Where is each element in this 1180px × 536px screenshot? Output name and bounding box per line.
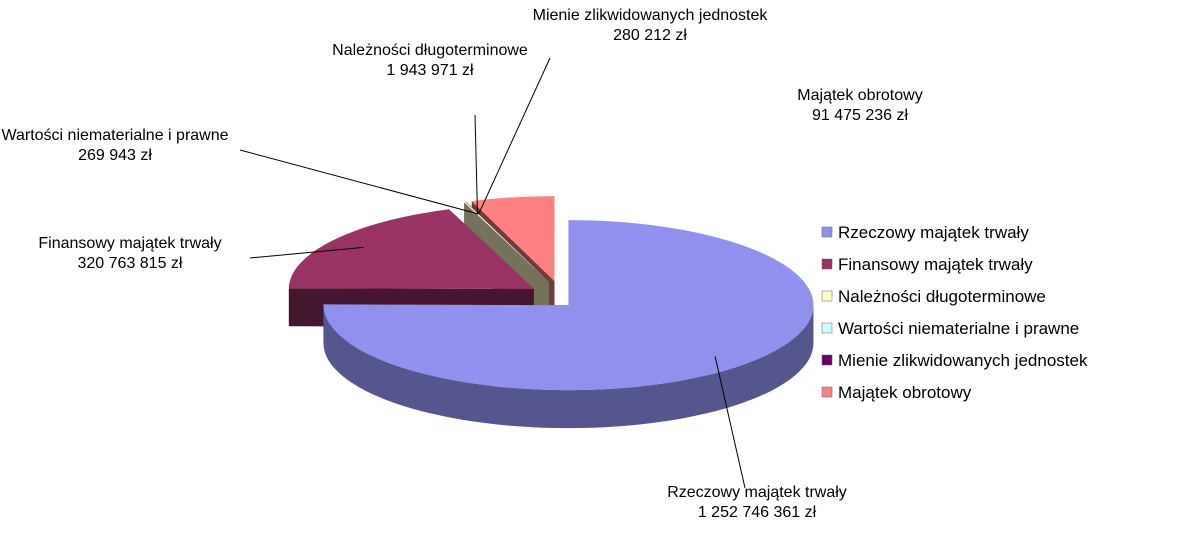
leader-line <box>474 114 479 215</box>
label-name: Należności długoterminowe <box>332 42 528 59</box>
legend-swatch <box>821 258 833 270</box>
leader-line <box>239 149 479 215</box>
slice <box>465 201 550 282</box>
data-label: Finansowy majątek trwały 320 763 815 zł <box>38 235 221 272</box>
data-label: Rzeczowy majątek trwały 1 252 746 361 zł <box>667 484 847 521</box>
label-name: Majątek obrotowy <box>797 87 922 104</box>
legend-label: Należności długoterminowe <box>838 287 1046 306</box>
leader-line <box>714 356 746 489</box>
slice <box>471 196 555 282</box>
slice <box>288 209 534 289</box>
slice <box>466 201 550 282</box>
label-value: 1 252 746 361 zł <box>698 504 817 521</box>
legend-label: Finansowy majątek trwały <box>838 255 1033 274</box>
leader-line <box>478 57 551 215</box>
slice <box>464 202 550 282</box>
legend-label: Wartości niematerialne i prawne <box>838 319 1079 338</box>
slice-wall <box>323 305 814 429</box>
label-value: 269 943 zł <box>78 147 152 164</box>
label-name: Finansowy majątek trwały <box>38 235 221 252</box>
label-value: 280 212 zł <box>613 27 687 44</box>
data-label: Należności długoterminowe 1 943 971 zł <box>332 42 528 79</box>
label-value: 91 475 236 zł <box>812 107 909 124</box>
label-value: 320 763 815 zł <box>78 255 183 272</box>
legend-swatch <box>821 386 833 398</box>
legend-swatch <box>821 354 833 366</box>
legend-label: Majątek obrotowy <box>838 383 972 402</box>
slice <box>323 220 814 391</box>
legend-label: Rzeczowy majątek trwały <box>838 223 1029 242</box>
data-label: Wartości niematerialne i prawne 269 943 z… <box>1 127 228 164</box>
leader-line <box>249 246 364 259</box>
label-name: Mienie zlikwidowanych jednostek <box>533 7 769 24</box>
legend-swatch <box>821 290 833 302</box>
legend-swatch <box>821 322 833 334</box>
label-name: Rzeczowy majątek trwały <box>667 484 847 501</box>
label-name: Wartości niematerialne i prawne <box>1 127 228 144</box>
data-label: Mienie zlikwidowanych jednostek 280 212 z… <box>533 7 769 44</box>
legend-swatch <box>821 226 833 238</box>
legend-label: Mienie zlikwidowanych jednostek <box>838 351 1088 370</box>
data-label: Majątek obrotowy 91 475 236 zł <box>797 87 922 124</box>
label-value: 1 943 971 zł <box>386 62 474 79</box>
